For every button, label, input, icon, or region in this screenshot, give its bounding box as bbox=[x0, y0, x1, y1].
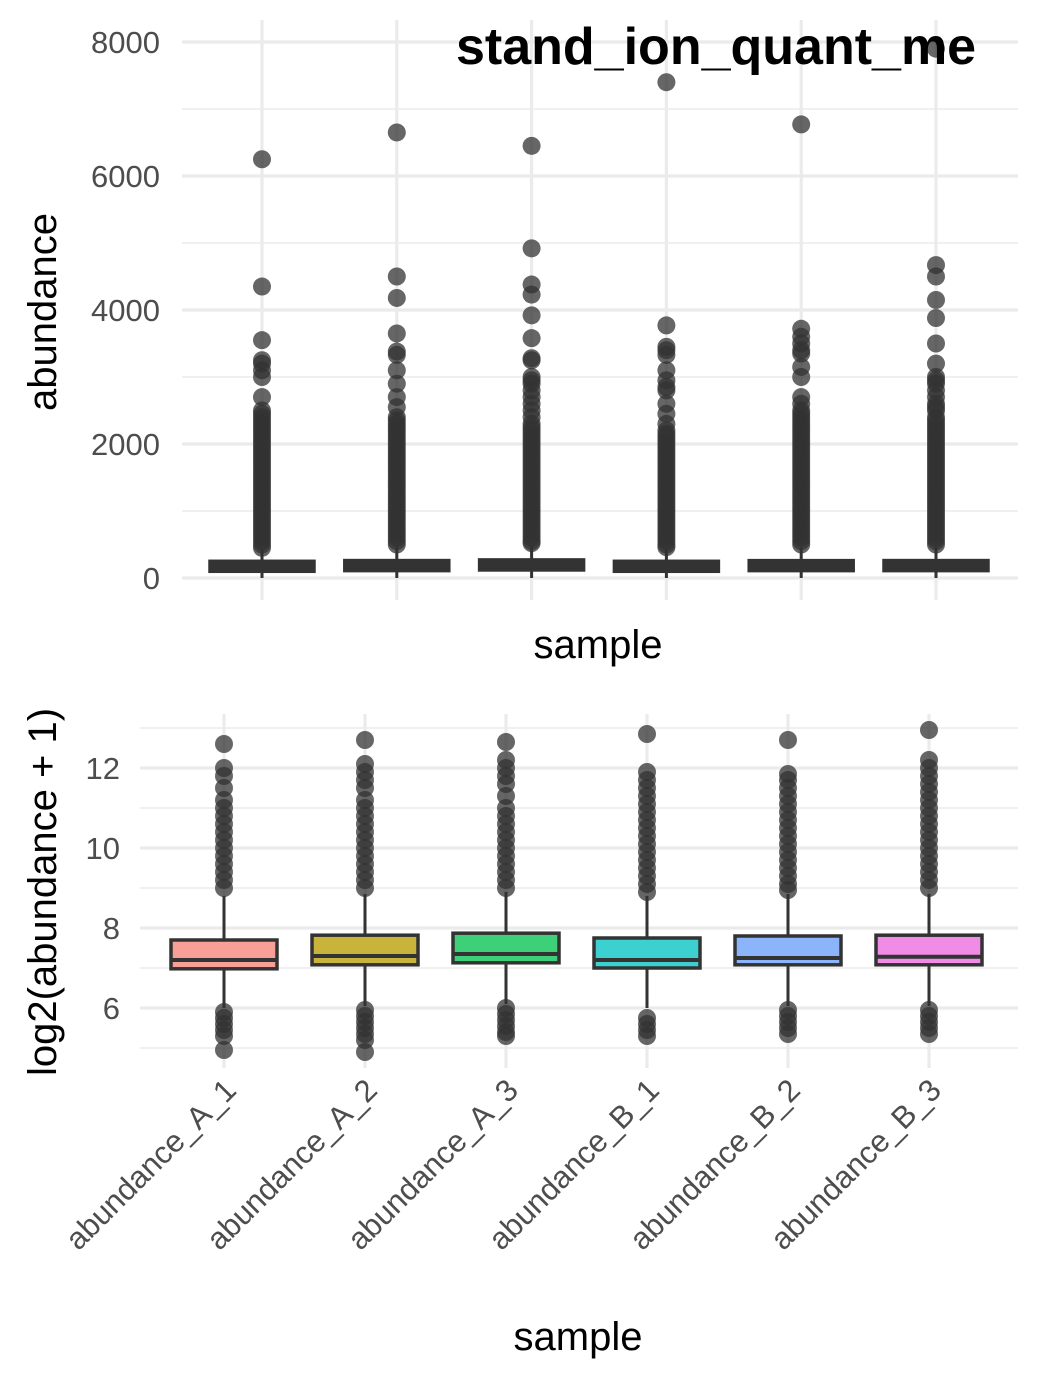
box-iqr bbox=[874, 933, 984, 967]
outlier-point bbox=[387, 123, 406, 142]
outlier-point bbox=[522, 351, 541, 370]
outlier-point bbox=[792, 535, 811, 554]
bottom-y-ticks: 6 8 10 12 bbox=[86, 751, 120, 1026]
outlier-point bbox=[657, 316, 676, 335]
outlier-point bbox=[927, 39, 945, 58]
box-abundance_B_2 bbox=[733, 731, 843, 1043]
outlier-point bbox=[638, 883, 656, 901]
outlier-point bbox=[792, 368, 811, 386]
bottom-boxes bbox=[169, 721, 984, 1061]
outlier-point bbox=[253, 331, 271, 350]
outlier-point bbox=[356, 879, 374, 897]
outlier-point bbox=[215, 1041, 233, 1059]
box-abundance_B_1 bbox=[592, 725, 702, 1045]
y-tick-label: 2000 bbox=[91, 427, 160, 462]
bottom-boxplot-panel: 6 8 10 12 abundance_A_1abundance_A_2abundan… bbox=[21, 708, 1018, 1359]
box-abundance_B_3 bbox=[882, 39, 990, 578]
outlier-point bbox=[387, 361, 406, 380]
outlier-point bbox=[497, 733, 515, 751]
box-abundance_A_1 bbox=[169, 735, 279, 1059]
box-abundance_A_1 bbox=[208, 150, 316, 578]
outlier-point bbox=[253, 538, 271, 557]
outlier-point bbox=[253, 150, 271, 169]
y-tick-label: 6 bbox=[103, 991, 120, 1026]
box-iqr bbox=[451, 931, 561, 965]
box-abundance_B_1 bbox=[612, 73, 721, 578]
outlier-point bbox=[927, 535, 945, 554]
y-tick-label: 8 bbox=[103, 911, 120, 946]
outlier-point bbox=[779, 1025, 797, 1043]
outlier-point bbox=[497, 879, 515, 897]
outlier-point bbox=[215, 879, 233, 897]
y-tick-label: 0 bbox=[143, 561, 160, 596]
outlier-point bbox=[387, 288, 406, 307]
outlier-point bbox=[215, 1027, 233, 1045]
box-iqr bbox=[592, 936, 702, 970]
top-y-ticks: 0 2000 4000 6000 8000 bbox=[91, 25, 160, 596]
box-iqr bbox=[733, 934, 843, 967]
outlier-point bbox=[253, 277, 271, 296]
top-boxplot-panel: 0 2000 4000 6000 8000 sample abundance stand… bbox=[21, 18, 1018, 667]
outlier-point bbox=[792, 115, 811, 134]
y-tick-label: 8000 bbox=[91, 25, 160, 60]
outlier-point bbox=[638, 1027, 656, 1045]
outlier-point bbox=[920, 879, 938, 897]
outlier-point bbox=[522, 285, 541, 304]
y-tick-label: 10 bbox=[86, 831, 120, 866]
outlier-point bbox=[920, 1025, 938, 1043]
outlier-point bbox=[779, 731, 797, 749]
bottom-grid bbox=[140, 714, 1018, 1068]
outlier-point bbox=[779, 881, 797, 899]
outlier-point bbox=[387, 535, 406, 554]
top-grid bbox=[182, 20, 1018, 600]
box-abundance_A_3 bbox=[477, 136, 586, 578]
outlier-point bbox=[215, 735, 233, 753]
chart-title: stand_ion_quant_me bbox=[456, 18, 976, 76]
outlier-point bbox=[657, 345, 676, 364]
outlier-point bbox=[356, 731, 374, 749]
outlier-point bbox=[657, 381, 676, 400]
outlier-point bbox=[657, 538, 676, 557]
outlier-point bbox=[792, 344, 811, 363]
y-tick-label: 12 bbox=[86, 751, 120, 786]
outlier-point bbox=[927, 309, 945, 328]
top-boxes bbox=[208, 39, 990, 578]
bottom-x-axis-title: sample bbox=[514, 1315, 643, 1359]
outlier-point bbox=[638, 725, 656, 743]
outlier-point bbox=[522, 306, 541, 325]
box-abundance_A_2 bbox=[343, 123, 451, 578]
outlier-point bbox=[522, 534, 541, 553]
outlier-point bbox=[657, 73, 676, 92]
bottom-x-ticks: abundance_A_1abundance_A_2abundance_A_3a… bbox=[59, 1072, 948, 1256]
top-x-axis-title: sample bbox=[534, 623, 663, 667]
outlier-point bbox=[497, 1027, 515, 1045]
outlier-point bbox=[522, 136, 541, 155]
top-y-axis-title: abundance bbox=[21, 213, 65, 411]
outlier-point bbox=[387, 374, 406, 393]
box-abundance_A_3 bbox=[451, 733, 561, 1045]
outlier-point bbox=[387, 267, 406, 286]
outlier-point bbox=[356, 1043, 374, 1061]
bottom-y-axis-title: log2(abundance + 1) bbox=[21, 708, 65, 1076]
y-tick-label: 4000 bbox=[91, 293, 160, 328]
box-abundance_B_3 bbox=[874, 721, 984, 1043]
outlier-point bbox=[920, 721, 938, 739]
y-tick-label: 6000 bbox=[91, 159, 160, 194]
outlier-point bbox=[387, 324, 406, 343]
box-iqr bbox=[169, 938, 279, 971]
outlier-point bbox=[927, 354, 945, 373]
outlier-point bbox=[522, 239, 541, 258]
box-abundance_A_2 bbox=[310, 731, 420, 1061]
outlier-point bbox=[253, 368, 271, 386]
outlier-point bbox=[253, 388, 271, 407]
outlier-point bbox=[927, 267, 945, 286]
box-abundance_B_2 bbox=[747, 115, 855, 578]
outlier-point bbox=[522, 329, 541, 348]
outlier-point bbox=[927, 334, 945, 353]
outlier-point bbox=[387, 345, 406, 364]
box-iqr bbox=[310, 933, 420, 967]
outlier-point bbox=[927, 290, 945, 309]
